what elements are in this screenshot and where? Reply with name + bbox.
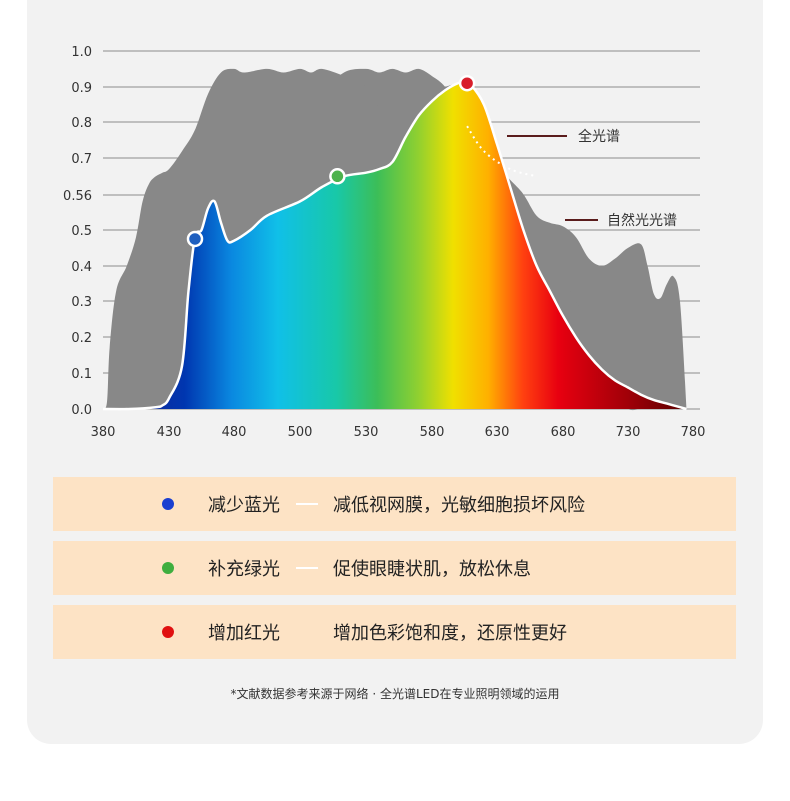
benefit-description: 减低视网膜，光敏细胞损坏风险 <box>333 495 585 516</box>
x-tick-label: 430 <box>157 425 182 440</box>
y-tick-label: 0.0 <box>71 403 92 418</box>
x-tick-label: 730 <box>616 425 641 440</box>
benefit-label: 减少蓝光 <box>208 495 280 516</box>
y-tick-label: 1.0 <box>71 45 92 60</box>
y-tick-label: 0.2 <box>71 331 92 346</box>
marker-dot <box>458 74 476 92</box>
y-tick-label: 0.56 <box>63 189 92 204</box>
x-tick-label: 380 <box>91 425 116 440</box>
benefit-label: 增加红光 <box>208 623 280 644</box>
y-tick-label: 0.4 <box>71 260 92 275</box>
red-dot-icon <box>162 626 174 638</box>
benefit-row-green: 补充绿光 促使眼睫状肌，放松休息 <box>53 541 736 595</box>
marker-dot <box>186 230 204 248</box>
marker-dot <box>329 168 346 185</box>
benefit-description: 增加色彩饱和度，还原性更好 <box>333 623 567 644</box>
benefit-label: 补充绿光 <box>208 559 280 580</box>
blue-dot-icon <box>162 498 174 510</box>
dash-divider <box>296 567 318 569</box>
x-tick-label: 780 <box>681 425 706 440</box>
y-tick-label: 0.8 <box>71 116 92 131</box>
y-tick-label: 0.7 <box>71 152 92 167</box>
spectrum-chart: 0.0 0.1 0.2 0.3 0.4 0.5 0.56 0.7 0.8 0.9 1.0 380 430… <box>63 45 706 440</box>
y-tick-label: 0.5 <box>71 224 92 239</box>
x-tick-label: 630 <box>485 425 510 440</box>
x-tick-label: 480 <box>222 425 247 440</box>
y-tick-label: 0.1 <box>71 367 92 382</box>
dash-divider <box>296 503 318 505</box>
natural-light-dotted-line <box>466 125 537 178</box>
benefit-description: 促使眼睫状肌，放松休息 <box>333 559 531 580</box>
y-tick-label: 0.3 <box>71 295 92 310</box>
x-tick-label: 580 <box>420 425 445 440</box>
y-tick-label: 0.9 <box>71 81 92 96</box>
x-tick-label: 680 <box>551 425 576 440</box>
led-spectrum-area <box>103 82 687 410</box>
x-tick-label: 500 <box>288 425 313 440</box>
green-dot-icon <box>162 562 174 574</box>
benefit-row-blue: 减少蓝光 减低视网膜，光敏细胞损坏风险 <box>53 477 736 531</box>
x-tick-label: 530 <box>354 425 379 440</box>
footnote: *文献数据参考来源于网络 · 全光谱LED在专业照明领域的运用 <box>230 687 560 701</box>
benefit-row-red: 增加红光 增加色彩饱和度，还原性更好 <box>53 605 736 659</box>
annotation-label: 自然光光谱 <box>607 212 677 229</box>
annotation-label: 全光谱 <box>578 128 620 145</box>
